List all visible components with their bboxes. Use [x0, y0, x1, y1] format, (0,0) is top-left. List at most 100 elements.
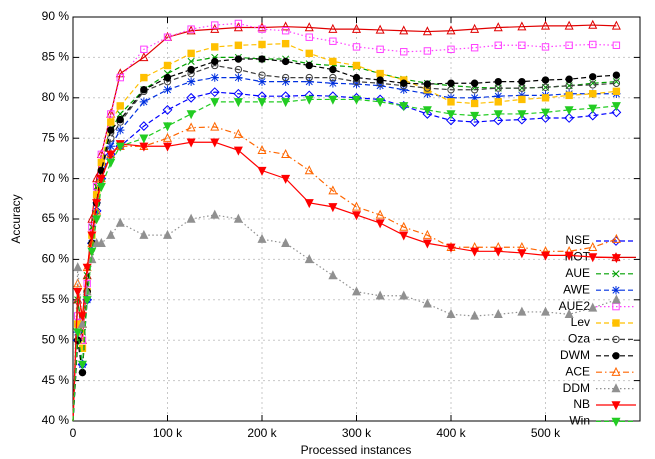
- legend-label: AUE: [565, 266, 590, 280]
- marker: [329, 57, 337, 66]
- marker: [447, 98, 455, 106]
- x-tick-label: 0: [70, 426, 77, 440]
- marker: [423, 47, 432, 55]
- marker: [493, 115, 504, 126]
- marker: [77, 312, 87, 322]
- marker: [96, 174, 106, 184]
- marker: [281, 57, 290, 66]
- marker: [446, 110, 456, 120]
- series-line: [72, 141, 617, 422]
- marker: [210, 73, 219, 82]
- marker: [493, 309, 503, 319]
- marker: [187, 57, 195, 65]
- marker: [233, 146, 243, 156]
- marker: [87, 247, 97, 257]
- marker: [375, 98, 385, 108]
- y-tick-label: 50 %: [42, 332, 70, 346]
- marker: [233, 98, 243, 108]
- marker: [328, 95, 338, 105]
- marker: [422, 239, 432, 249]
- marker: [589, 81, 597, 89]
- marker: [351, 286, 362, 296]
- series-line: [72, 126, 617, 422]
- marker: [540, 113, 551, 123]
- marker: [375, 209, 385, 219]
- marker: [187, 65, 195, 74]
- marker: [541, 83, 550, 91]
- marker: [82, 263, 92, 273]
- y-axis-label: Accuracy: [9, 194, 23, 243]
- marker: [588, 19, 598, 29]
- marker: [493, 247, 503, 257]
- marker: [96, 237, 106, 247]
- marker: [518, 95, 526, 104]
- marker: [375, 24, 385, 34]
- marker: [352, 79, 361, 89]
- marker: [186, 25, 196, 35]
- marker: [517, 306, 527, 316]
- marker: [612, 270, 620, 278]
- marker: [87, 254, 97, 264]
- marker: [399, 85, 408, 94]
- y-tick-label: 70 %: [42, 171, 70, 185]
- marker: [162, 229, 173, 239]
- marker: [517, 91, 527, 100]
- marker: [422, 106, 432, 116]
- marker: [163, 33, 172, 41]
- x-tick-label: 400 k: [436, 426, 466, 440]
- marker: [399, 231, 409, 241]
- marker: [139, 97, 149, 107]
- marker: [447, 79, 455, 87]
- marker: [304, 254, 314, 264]
- marker: [162, 122, 173, 132]
- marker: [589, 40, 597, 49]
- marker: [186, 110, 196, 120]
- marker: [493, 22, 503, 32]
- legend-label: NSE: [565, 233, 590, 247]
- marker: [470, 23, 480, 33]
- legend-label: AWE: [563, 282, 590, 296]
- marker: [518, 77, 526, 86]
- series-line: [72, 58, 617, 422]
- y-tick-label: 40 %: [42, 413, 70, 427]
- marker: [107, 110, 115, 118]
- marker: [328, 203, 338, 213]
- legend-label: Win: [569, 414, 590, 428]
- marker: [234, 65, 243, 74]
- marker: [82, 296, 92, 306]
- y-tick-label: 90 %: [42, 9, 70, 23]
- marker: [329, 73, 337, 82]
- marker: [587, 110, 598, 121]
- marker: [73, 288, 83, 298]
- marker: [257, 77, 267, 86]
- marker: [494, 41, 502, 49]
- marker: [233, 88, 244, 99]
- marker: [77, 318, 87, 328]
- marker: [375, 219, 385, 229]
- marker: [258, 40, 266, 49]
- marker: [611, 20, 621, 30]
- series-line: [72, 24, 617, 422]
- marker: [281, 237, 291, 247]
- marker: [351, 211, 362, 221]
- marker: [470, 247, 480, 257]
- marker: [446, 25, 456, 35]
- marker: [517, 110, 527, 120]
- series-line: [72, 43, 617, 422]
- marker: [78, 368, 87, 377]
- marker: [376, 76, 384, 84]
- marker: [257, 166, 267, 176]
- marker: [612, 319, 620, 327]
- marker: [541, 43, 550, 51]
- marker: [116, 102, 124, 110]
- x-tick-label: 500 k: [531, 426, 561, 440]
- marker: [541, 94, 550, 102]
- y-tick-label: 80 %: [42, 90, 70, 104]
- marker: [588, 241, 598, 251]
- legend-label: ACE: [565, 364, 590, 378]
- marker: [210, 121, 220, 131]
- marker: [589, 90, 597, 98]
- marker: [446, 243, 456, 253]
- marker: [234, 41, 243, 49]
